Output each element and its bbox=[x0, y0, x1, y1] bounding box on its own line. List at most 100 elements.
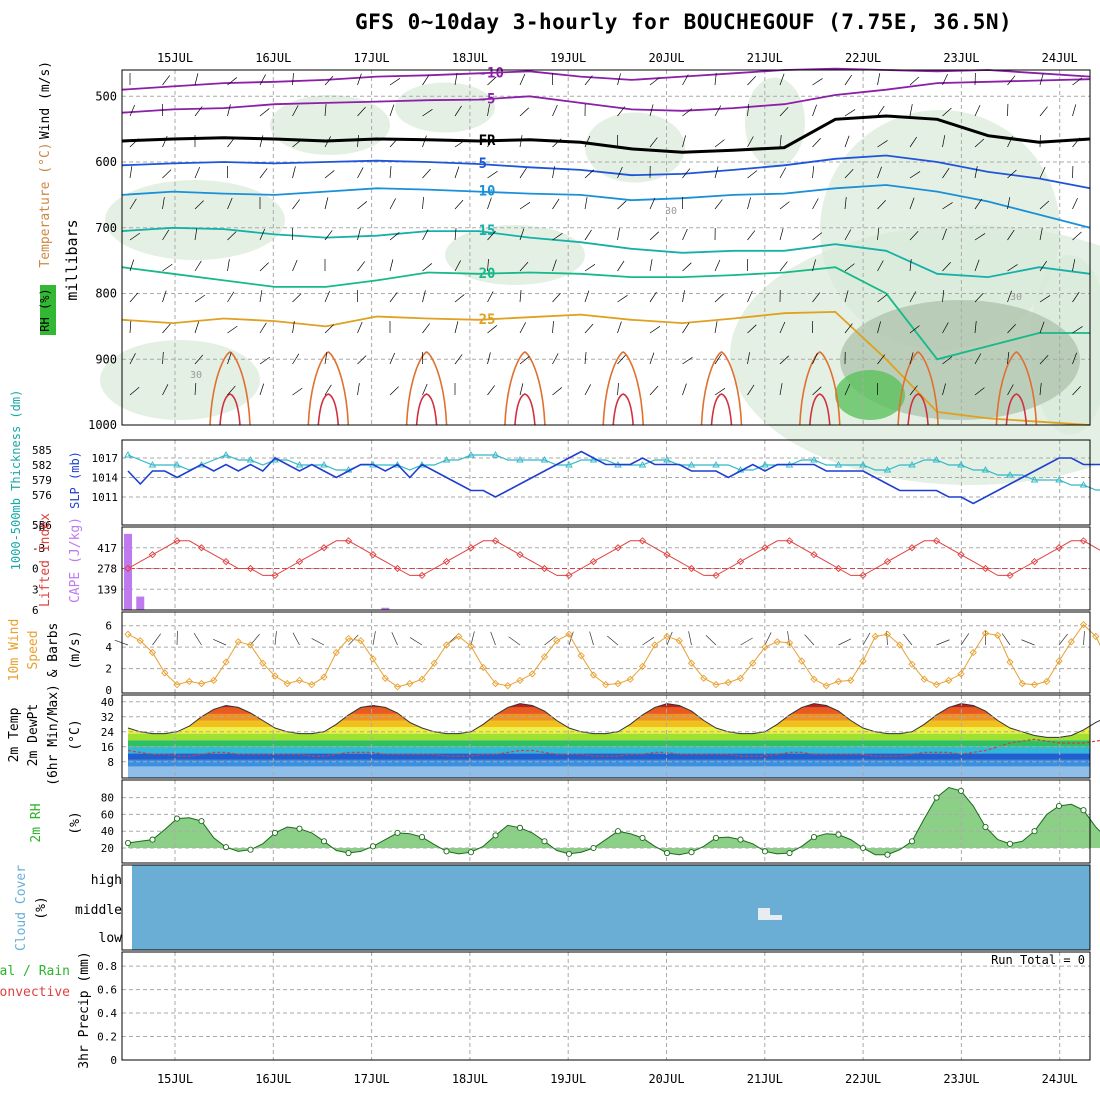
heat-contour bbox=[700, 351, 743, 426]
wind-speed-marker bbox=[210, 676, 218, 684]
wind-speed-marker bbox=[430, 659, 438, 667]
wind-barb bbox=[682, 322, 690, 334]
li-marker bbox=[712, 571, 720, 580]
wind-speed-marker bbox=[1079, 621, 1088, 629]
wind-barb bbox=[844, 74, 853, 86]
rh-marker bbox=[369, 843, 377, 850]
wind-barb bbox=[747, 170, 758, 179]
wind10-barb bbox=[688, 631, 692, 646]
heat-contour bbox=[602, 351, 644, 426]
wind-speed-marker bbox=[1043, 677, 1051, 686]
cloud-gap bbox=[758, 908, 770, 920]
li-marker bbox=[491, 537, 500, 545]
wind-barb bbox=[422, 168, 431, 179]
wind10-barb bbox=[838, 638, 852, 646]
li-marker bbox=[393, 564, 402, 573]
wind-barb bbox=[422, 383, 428, 396]
wind-barb bbox=[1007, 135, 1013, 148]
wind-speed-marker bbox=[1067, 638, 1075, 646]
thickness-marker bbox=[761, 461, 769, 468]
wind-frame bbox=[121, 611, 1091, 694]
wind-barb bbox=[357, 201, 368, 210]
cape-axis-label: CAPE (J/kg) bbox=[68, 517, 83, 603]
rh-marker bbox=[737, 836, 744, 843]
thickness-marker bbox=[712, 461, 720, 468]
wind-barb bbox=[909, 291, 917, 303]
cape-tick: 278 bbox=[97, 563, 117, 576]
wind-barb bbox=[552, 292, 561, 303]
thickness-marker bbox=[173, 461, 181, 468]
wind-barb bbox=[1039, 354, 1049, 365]
wind10-barb bbox=[705, 635, 717, 646]
wind-barb bbox=[974, 166, 978, 179]
rh-marker bbox=[271, 829, 279, 836]
wind-barb bbox=[292, 199, 301, 210]
wind-barb bbox=[942, 356, 953, 365]
wind-barb bbox=[682, 228, 688, 241]
wind-barb bbox=[292, 166, 296, 179]
wind-speed-marker bbox=[381, 674, 389, 682]
wind-barb bbox=[617, 354, 626, 365]
thickness-tick: 579 bbox=[32, 474, 52, 487]
thickness-marker bbox=[834, 461, 843, 468]
precip-tick: 0.4 bbox=[97, 1007, 117, 1020]
wind-barb bbox=[942, 383, 946, 396]
wind-speed-marker bbox=[455, 632, 463, 641]
wind-barb bbox=[909, 385, 918, 396]
wind-barb bbox=[194, 321, 200, 334]
wind-barb bbox=[292, 73, 294, 86]
rh-marker bbox=[614, 828, 622, 835]
precip-tick: 0.6 bbox=[97, 984, 117, 997]
thickness-tick: 576 bbox=[32, 489, 52, 502]
wind-barb bbox=[844, 197, 847, 210]
contour-label: 5 bbox=[479, 156, 487, 172]
li-marker bbox=[761, 544, 769, 552]
wind-speed-marker bbox=[185, 677, 193, 686]
wind-barb bbox=[292, 259, 298, 272]
rh-marker bbox=[492, 832, 499, 839]
wind-barb bbox=[909, 76, 920, 86]
wind-barb bbox=[389, 292, 398, 303]
date-label-bottom: 20JUL bbox=[648, 1072, 684, 1086]
wind-speed-marker bbox=[626, 675, 634, 683]
pressure-tick: 900 bbox=[95, 352, 117, 366]
wind-barb bbox=[454, 73, 458, 86]
li-marker bbox=[540, 564, 549, 573]
wind-barb bbox=[519, 356, 530, 365]
wind-barb bbox=[584, 197, 588, 210]
rh-marker bbox=[590, 844, 597, 852]
wind-barb bbox=[552, 166, 555, 179]
wind-barb bbox=[812, 104, 817, 117]
wind-barb bbox=[1007, 169, 1017, 179]
wind-barb bbox=[552, 387, 563, 396]
date-label-top: 22JUL bbox=[845, 51, 881, 65]
wind-barb bbox=[779, 167, 787, 179]
cloud-gap bbox=[770, 915, 782, 920]
temp-axis-label-4: (°C) bbox=[68, 719, 83, 750]
date-label-top: 20JUL bbox=[648, 51, 684, 65]
thickness-marker bbox=[638, 461, 647, 468]
pressure-tick: 600 bbox=[95, 155, 117, 169]
wind-barb bbox=[552, 138, 562, 148]
temp-band bbox=[128, 753, 1090, 760]
date-label-top: 19JUL bbox=[550, 51, 586, 65]
wind-barb bbox=[292, 321, 295, 334]
wind-barb bbox=[747, 384, 755, 396]
wind-barb bbox=[649, 104, 654, 117]
wind-barb bbox=[487, 259, 489, 272]
wind-barb bbox=[844, 109, 856, 117]
wind-barb bbox=[1007, 197, 1011, 210]
wind-barb bbox=[909, 352, 914, 365]
wind-barb bbox=[162, 323, 171, 334]
wind-barb bbox=[649, 197, 656, 210]
li-marker bbox=[516, 551, 524, 559]
wind-barb bbox=[324, 352, 328, 365]
wind-barb bbox=[747, 352, 750, 365]
wind-barb bbox=[877, 294, 888, 303]
cloud-row-label: high bbox=[91, 873, 122, 888]
wind-barb bbox=[974, 321, 977, 334]
wind-speed-marker bbox=[638, 662, 647, 671]
thickness-marker bbox=[148, 461, 157, 468]
wind-speed-marker bbox=[467, 642, 475, 650]
rh-marker bbox=[565, 850, 573, 857]
